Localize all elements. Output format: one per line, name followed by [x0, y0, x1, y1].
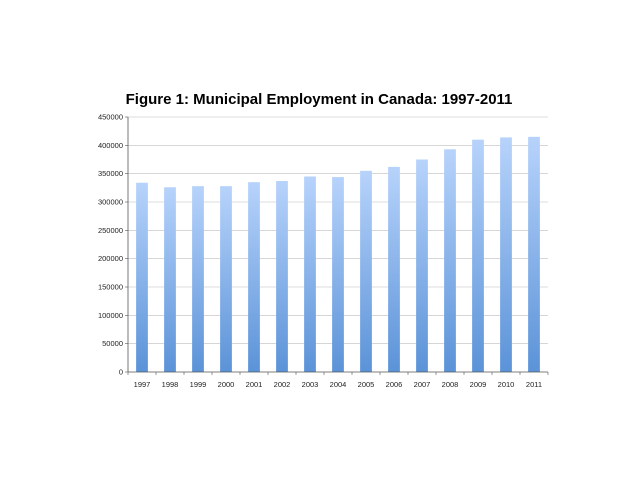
- x-tick-label: 2003: [302, 380, 319, 389]
- bar-2000: [220, 186, 232, 372]
- x-tick-label: 2002: [274, 380, 291, 389]
- x-tick-label: 1999: [190, 380, 207, 389]
- bar-2004: [332, 177, 344, 372]
- y-tick-label: 400000: [98, 141, 123, 150]
- x-tick-label: 2011: [526, 380, 542, 389]
- axes: [127, 117, 548, 373]
- y-tick-label: 350000: [98, 169, 123, 178]
- y-tick-label: 0: [119, 368, 123, 377]
- bar-2009: [472, 139, 484, 372]
- x-tick-label: 2005: [358, 380, 375, 389]
- bar-2006: [388, 166, 400, 372]
- x-tick-label: 2006: [386, 380, 403, 389]
- x-tick-label: 1998: [162, 380, 179, 389]
- bar-2003: [304, 176, 316, 372]
- bar-1998: [164, 187, 176, 372]
- x-tick-label: 2009: [470, 380, 487, 389]
- x-tick-label: 2000: [218, 380, 235, 389]
- bar-2005: [360, 170, 372, 372]
- chart-title: Figure 1: Municipal Employment in Canada…: [126, 91, 513, 108]
- x-tick-label: 2007: [414, 380, 431, 389]
- x-axis-ticks: 1997 1998 1999 2000 2001 2002 2003 2004 2005 2006…: [127, 372, 549, 389]
- bar-2010: [500, 137, 512, 372]
- bars: [136, 136, 540, 372]
- bar-2007: [416, 159, 428, 372]
- x-tick-label: 2001: [246, 380, 263, 389]
- y-tick-label: 450000: [98, 113, 123, 122]
- y-tick-label: 250000: [98, 226, 123, 235]
- x-tick-label: 2004: [330, 380, 347, 389]
- bar-2011: [528, 136, 540, 372]
- x-tick-label: 1997: [134, 380, 151, 389]
- bar-2002: [276, 181, 288, 372]
- y-tick-label: 100000: [98, 311, 123, 320]
- y-axis-ticks: 0 50000 100000 150000 200000 250000 300000 3500…: [98, 113, 128, 377]
- y-tick-label: 50000: [102, 339, 123, 348]
- bar-1999: [192, 186, 204, 372]
- y-tick-label: 150000: [98, 283, 123, 292]
- y-tick-label: 200000: [98, 254, 123, 263]
- y-tick-label: 300000: [98, 198, 123, 207]
- x-tick-label: 2010: [498, 380, 515, 389]
- bar-1997: [136, 182, 148, 372]
- bar-2001: [248, 182, 260, 372]
- bar-2008: [444, 149, 456, 372]
- x-tick-label: 2008: [442, 380, 459, 389]
